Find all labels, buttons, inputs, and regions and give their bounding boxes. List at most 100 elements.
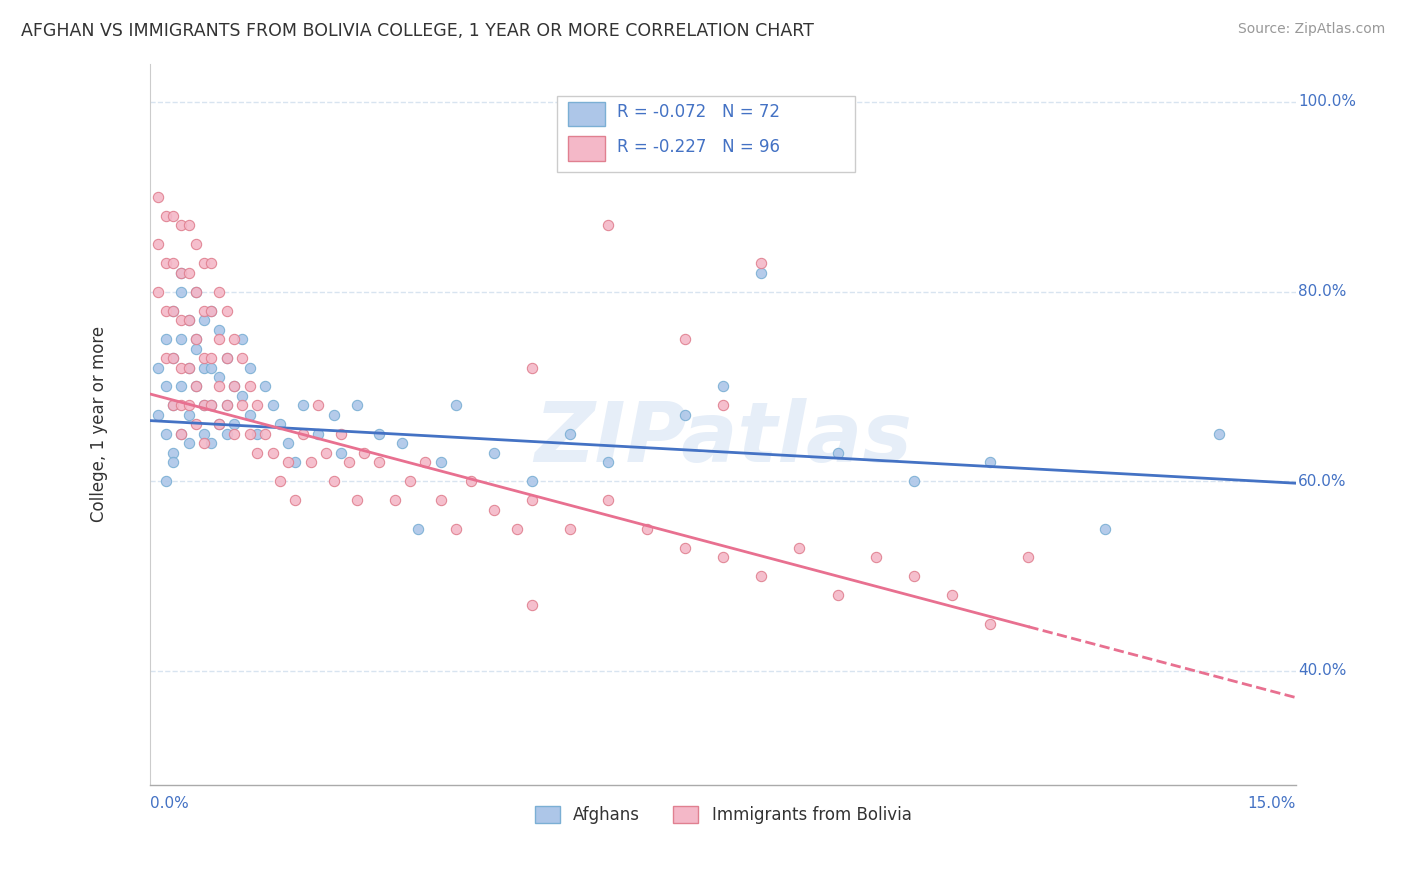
- FancyBboxPatch shape: [568, 102, 605, 126]
- Point: [277, 455, 299, 469]
- Point: [224, 417, 246, 432]
- Point: [208, 332, 231, 346]
- Point: [224, 332, 246, 346]
- Point: [208, 379, 231, 393]
- Point: [598, 493, 620, 508]
- Point: [292, 399, 315, 413]
- Point: [506, 522, 529, 536]
- Point: [155, 256, 177, 270]
- Point: [155, 379, 177, 393]
- Point: [827, 588, 849, 602]
- Point: [208, 285, 231, 299]
- Point: [239, 426, 262, 441]
- Point: [368, 455, 391, 469]
- Point: [200, 399, 222, 413]
- Point: [346, 493, 368, 508]
- Point: [170, 332, 193, 346]
- Point: [170, 399, 193, 413]
- Point: [269, 475, 291, 489]
- Point: [598, 219, 620, 233]
- Point: [482, 502, 505, 516]
- Point: [391, 436, 413, 450]
- Point: [186, 379, 208, 393]
- Point: [146, 408, 169, 422]
- Point: [170, 313, 193, 327]
- Point: [284, 455, 307, 469]
- Point: [1017, 550, 1039, 565]
- Point: [200, 303, 222, 318]
- Point: [215, 426, 238, 441]
- Text: 80.0%: 80.0%: [1298, 285, 1347, 299]
- Point: [215, 399, 238, 413]
- Point: [384, 493, 406, 508]
- Point: [224, 426, 246, 441]
- Point: [711, 550, 734, 565]
- Point: [162, 455, 184, 469]
- Point: [177, 399, 200, 413]
- Point: [170, 360, 193, 375]
- Point: [208, 417, 231, 432]
- Point: [520, 598, 543, 612]
- Point: [186, 379, 208, 393]
- Text: R = -0.072   N = 72: R = -0.072 N = 72: [616, 103, 779, 121]
- Point: [337, 455, 360, 469]
- Point: [1094, 522, 1116, 536]
- Point: [246, 426, 269, 441]
- Text: R = -0.227   N = 96: R = -0.227 N = 96: [616, 138, 779, 156]
- Point: [284, 493, 307, 508]
- Point: [186, 332, 208, 346]
- Point: [170, 266, 193, 280]
- Point: [239, 360, 262, 375]
- Point: [460, 475, 482, 489]
- Point: [200, 351, 222, 365]
- Point: [307, 426, 329, 441]
- Text: 40.0%: 40.0%: [1298, 664, 1347, 679]
- Text: 15.0%: 15.0%: [1247, 797, 1296, 811]
- Point: [155, 475, 177, 489]
- Point: [482, 446, 505, 460]
- Point: [177, 313, 200, 327]
- Text: Source: ZipAtlas.com: Source: ZipAtlas.com: [1237, 22, 1385, 37]
- Point: [155, 303, 177, 318]
- Point: [598, 455, 620, 469]
- Point: [673, 408, 696, 422]
- Point: [749, 569, 772, 583]
- Point: [155, 351, 177, 365]
- Point: [903, 569, 925, 583]
- Point: [444, 399, 467, 413]
- Point: [177, 436, 200, 450]
- Point: [162, 351, 184, 365]
- Point: [186, 332, 208, 346]
- Point: [170, 426, 193, 441]
- Point: [186, 417, 208, 432]
- Point: [231, 332, 253, 346]
- Point: [560, 522, 582, 536]
- Point: [330, 426, 353, 441]
- Point: [200, 399, 222, 413]
- Point: [979, 616, 1001, 631]
- Point: [193, 351, 215, 365]
- Point: [322, 408, 344, 422]
- Point: [307, 399, 329, 413]
- Point: [231, 389, 253, 403]
- Point: [146, 237, 169, 252]
- Text: College, 1 year or more: College, 1 year or more: [90, 326, 108, 523]
- Text: 100.0%: 100.0%: [1298, 95, 1355, 110]
- Point: [711, 399, 734, 413]
- Point: [193, 360, 215, 375]
- Point: [162, 399, 184, 413]
- Point: [177, 266, 200, 280]
- Point: [162, 209, 184, 223]
- Point: [186, 285, 208, 299]
- Point: [193, 256, 215, 270]
- Point: [749, 266, 772, 280]
- Point: [262, 446, 284, 460]
- Point: [277, 436, 299, 450]
- Point: [200, 256, 222, 270]
- Point: [224, 379, 246, 393]
- Point: [322, 475, 344, 489]
- Point: [353, 446, 375, 460]
- Point: [239, 379, 262, 393]
- Point: [215, 351, 238, 365]
- Point: [146, 285, 169, 299]
